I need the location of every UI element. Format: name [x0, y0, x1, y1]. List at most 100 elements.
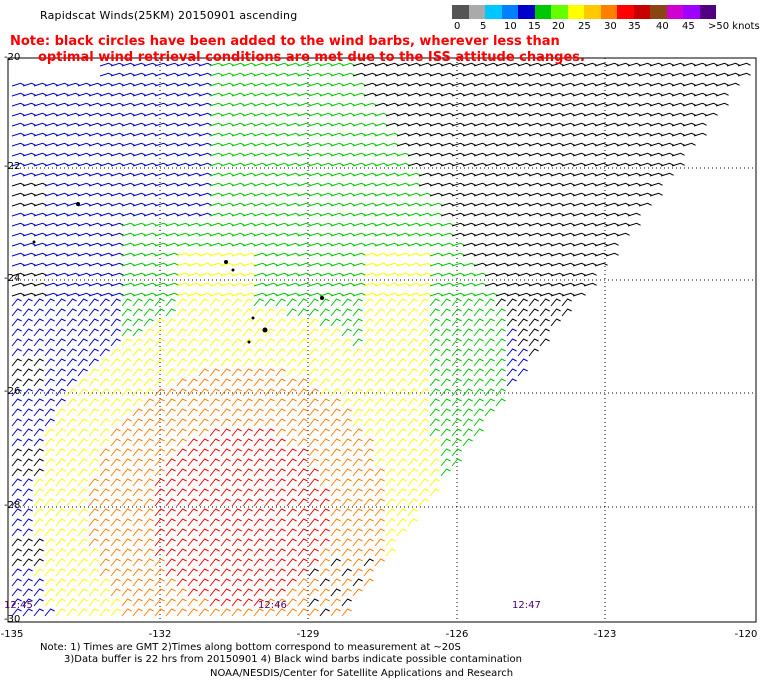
wind-barb [495, 62, 509, 67]
wind-barb [33, 608, 44, 617]
wind-barb [715, 92, 729, 97]
wind-barb [462, 202, 476, 207]
wind-barb [396, 398, 407, 407]
wind-barb [594, 82, 608, 87]
wind-barb [473, 162, 487, 167]
wind-barb [396, 388, 407, 397]
wind-barb [165, 318, 176, 327]
wind-barb [385, 308, 396, 317]
wind-barb [231, 92, 245, 97]
wind-barb [715, 72, 729, 77]
wind-barb [407, 122, 421, 127]
wind-barb [396, 262, 410, 267]
wind-barb [253, 368, 264, 377]
wind-barb [374, 152, 388, 157]
wind-barb [231, 62, 245, 67]
wind-barb [165, 568, 176, 577]
wind-barb [33, 418, 44, 427]
wind-barb [88, 252, 102, 257]
wind-barb [319, 282, 333, 287]
wind-barb [209, 272, 223, 277]
wind-barb [374, 498, 385, 507]
wind-barb [341, 102, 355, 107]
wind-barb [11, 348, 22, 357]
wind-barb [495, 378, 506, 387]
wind-barb [517, 308, 528, 317]
wind-barb [77, 368, 88, 377]
wind-barb [341, 232, 355, 237]
wind-barb [660, 152, 674, 157]
lon-label-123: -123 [593, 629, 617, 640]
wind-barb [352, 232, 366, 237]
wind-barb [99, 408, 110, 417]
wind-barb [407, 62, 421, 67]
wind-barb [187, 468, 198, 477]
wind-barb [319, 408, 330, 417]
wind-barb [374, 162, 388, 167]
wind-barb [209, 428, 220, 437]
wind-barb [176, 162, 190, 167]
wind-barb [275, 428, 286, 437]
wind-barb [429, 458, 440, 467]
wind-barb [341, 62, 355, 67]
wind-barb [143, 538, 154, 547]
wind-barb [528, 82, 542, 87]
wind-barb [110, 142, 124, 147]
wind-barb [22, 92, 36, 97]
wind-barb [319, 92, 333, 97]
wind-barb [11, 142, 25, 147]
wind-barb [110, 468, 121, 477]
wind-barb [418, 182, 432, 187]
wind-barb [253, 262, 267, 267]
scale-label: 25 [578, 21, 591, 32]
wind-barb [495, 262, 509, 267]
wind-barb [396, 102, 410, 107]
wind-barb [550, 62, 564, 67]
wind-barb [660, 122, 674, 127]
wind-barb [165, 262, 179, 267]
wind-barb [110, 448, 121, 457]
wind-barb [220, 558, 231, 567]
wind-barb [242, 408, 253, 417]
wind-barb [440, 132, 454, 137]
wind-barb [286, 478, 297, 487]
wind-barb [385, 72, 399, 77]
wind-barb [605, 142, 619, 147]
wind-barb [330, 408, 341, 417]
wind-barb [462, 102, 476, 107]
wind-barb [451, 202, 465, 207]
wind-barb [88, 212, 102, 217]
wind-barb [352, 92, 366, 97]
wind-barb [297, 122, 311, 127]
wind-barb [220, 358, 231, 367]
wind-barb [77, 558, 88, 567]
wind-barb [451, 252, 465, 257]
wind-barb [385, 478, 396, 487]
wind-barb [451, 82, 465, 87]
wind-barb [198, 162, 212, 167]
wind-barb [22, 262, 36, 267]
wind-speed-scale-labels: 0 5 10 15 20 25 30 35 40 45 >50 knots [446, 21, 760, 35]
wind-barb [121, 428, 132, 437]
wind-barb [132, 202, 146, 207]
wind-barb [517, 282, 531, 287]
wind-barb [330, 588, 341, 597]
wind-barb [231, 152, 245, 157]
wind-barb [209, 62, 223, 67]
wind-barb [121, 82, 135, 87]
wind-barb [561, 192, 575, 197]
wind-barb [363, 92, 377, 97]
wind-barb [154, 568, 165, 577]
wind-barb [187, 92, 201, 97]
wind-barb [330, 122, 344, 127]
wind-barb [330, 468, 341, 477]
wind-barb [44, 242, 58, 247]
wind-barb [275, 548, 286, 557]
wind-barb [484, 192, 498, 197]
wind-barb [110, 498, 121, 507]
wind-barb [22, 202, 36, 207]
wind-barb [440, 408, 451, 417]
wind-barb [385, 282, 399, 287]
wind-barb [22, 468, 33, 477]
wind-barb [55, 438, 66, 447]
